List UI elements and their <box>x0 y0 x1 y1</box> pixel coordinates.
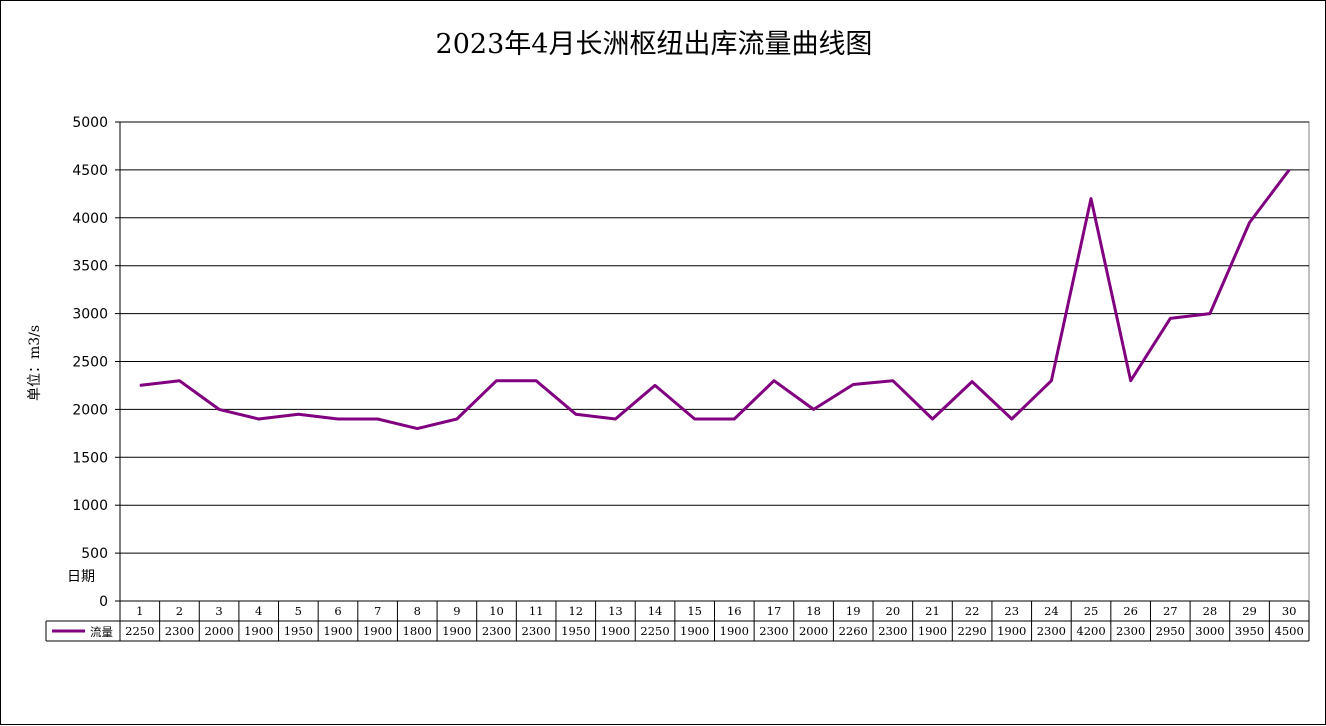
data-label: 3950 <box>1235 624 1264 638</box>
y-tick-label: 1500 <box>72 450 108 466</box>
y-tick-label: 4000 <box>72 211 108 227</box>
x-tick-label: 14 <box>648 604 663 618</box>
x-tick-label: 26 <box>1123 604 1138 618</box>
x-tick-label: 19 <box>846 604 861 618</box>
data-label: 1900 <box>918 624 947 638</box>
data-label: 4500 <box>1275 624 1304 638</box>
y-tick-label: 3000 <box>72 307 108 323</box>
x-tick-label: 16 <box>727 604 742 618</box>
y-axis-label: 单位：m3/s <box>27 325 43 401</box>
x-tick-label: 8 <box>414 604 421 618</box>
x-tick-label: 5 <box>295 604 302 618</box>
x-tick-label: 22 <box>965 604 980 618</box>
data-label: 2300 <box>522 624 551 638</box>
data-label: 1900 <box>720 624 749 638</box>
y-tick-label: 0 <box>99 594 108 610</box>
data-label: 1950 <box>561 624 590 638</box>
x-tick-label: 10 <box>489 604 504 618</box>
data-label: 1950 <box>284 624 313 638</box>
legend-label: 流量 <box>90 625 113 639</box>
data-label: 2300 <box>1116 624 1145 638</box>
data-label: 2300 <box>482 624 511 638</box>
data-label: 3000 <box>1195 624 1224 638</box>
x-tick-label: 12 <box>568 604 583 618</box>
data-label: 2260 <box>839 624 868 638</box>
data-label: 2300 <box>1037 624 1066 638</box>
x-tick-label: 3 <box>215 604 222 618</box>
y-tick-label: 2500 <box>72 355 108 371</box>
data-label: 1900 <box>363 624 392 638</box>
x-tick-label: 6 <box>334 604 341 618</box>
x-tick-label: 21 <box>925 604 940 618</box>
x-tick-label: 7 <box>374 604 381 618</box>
x-tick-label: 30 <box>1282 604 1297 618</box>
data-label: 2290 <box>957 624 986 638</box>
x-tick-label: 24 <box>1044 604 1059 618</box>
data-label: 1900 <box>680 624 709 638</box>
data-label: 2300 <box>759 624 788 638</box>
y-tick-label: 1000 <box>72 498 108 514</box>
x-tick-label: 15 <box>687 604 702 618</box>
data-label: 1900 <box>244 624 273 638</box>
y-tick-label: 3500 <box>72 259 108 275</box>
y-tick-label: 5000 <box>72 115 108 131</box>
data-label: 4200 <box>1076 624 1105 638</box>
x-tick-label: 17 <box>767 604 782 618</box>
series-line-flow <box>139 168 1291 431</box>
data-label: 2300 <box>165 624 194 638</box>
x-tick-label: 28 <box>1203 604 1218 618</box>
x-axis-label: 日期 <box>67 569 95 585</box>
data-label: 2250 <box>640 624 669 638</box>
x-tick-label: 9 <box>453 604 460 618</box>
y-tick-label: 4500 <box>72 163 108 179</box>
chart-title: 2023年4月长洲枢纽出库流量曲线图 <box>436 29 873 60</box>
x-tick-label: 29 <box>1242 604 1257 618</box>
data-label: 2950 <box>1156 624 1185 638</box>
data-label: 1900 <box>997 624 1026 638</box>
x-tick-label: 25 <box>1084 604 1099 618</box>
x-tick-label: 13 <box>608 604 623 618</box>
data-label: 2000 <box>204 624 233 638</box>
data-label: 1900 <box>601 624 630 638</box>
x-tick-label: 1 <box>136 604 143 618</box>
y-tick-label: 2000 <box>72 402 108 418</box>
x-tick-label: 18 <box>806 604 821 618</box>
x-tick-label: 27 <box>1163 604 1178 618</box>
data-label: 2250 <box>125 624 154 638</box>
x-tick-label: 20 <box>886 604 901 618</box>
data-label: 2000 <box>799 624 828 638</box>
y-tick-label: 500 <box>81 546 108 562</box>
x-tick-label: 23 <box>1004 604 1019 618</box>
data-label: 1800 <box>403 624 432 638</box>
x-tick-label: 2 <box>176 604 183 618</box>
data-label: 2300 <box>878 624 907 638</box>
data-label: 1900 <box>442 624 471 638</box>
data-label: 1900 <box>323 624 352 638</box>
x-tick-label: 11 <box>529 604 544 618</box>
x-tick-label: 4 <box>255 604 262 618</box>
